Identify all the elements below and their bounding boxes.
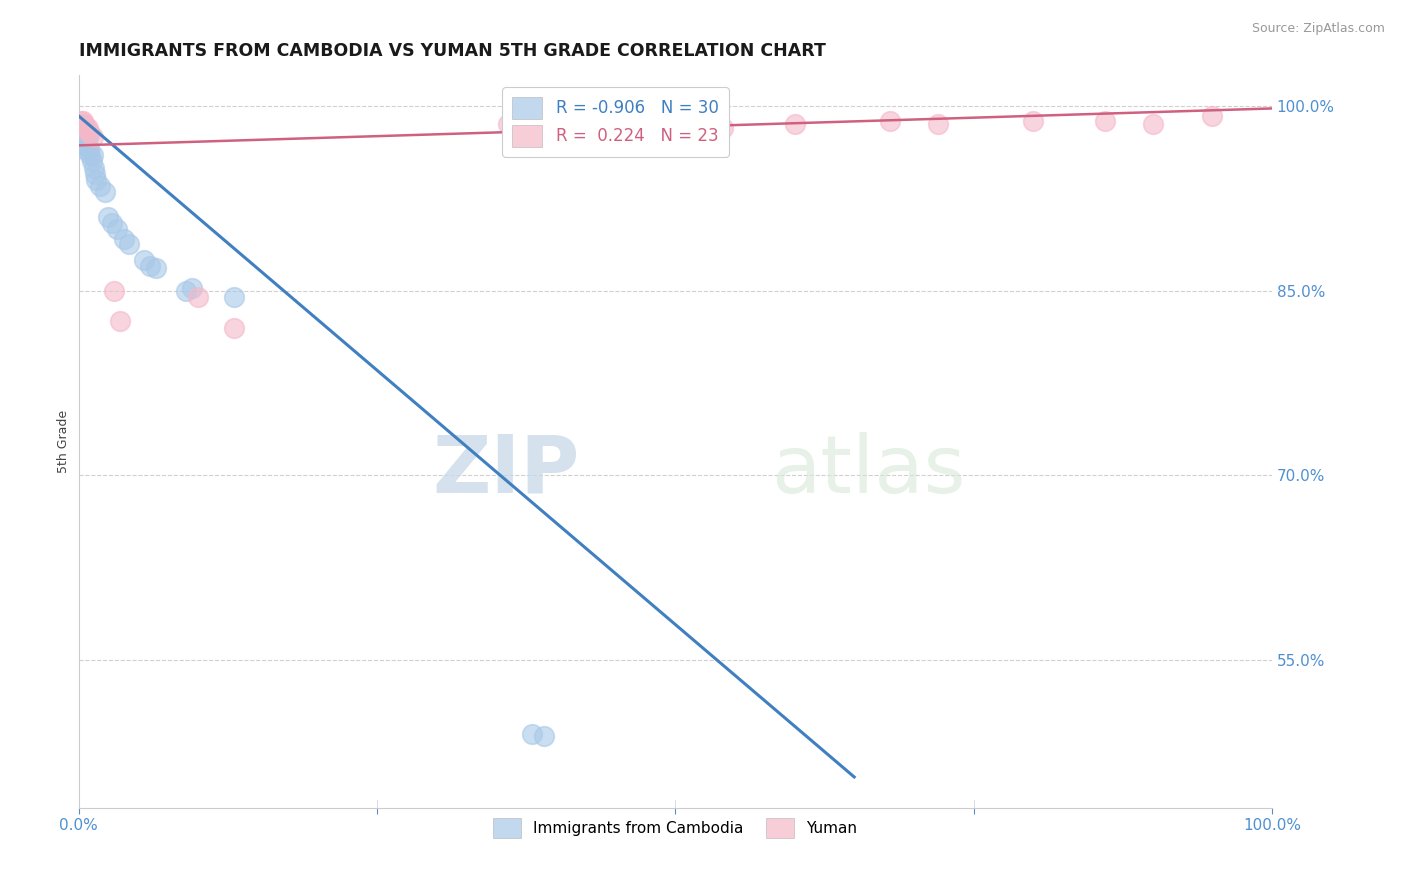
Point xyxy=(97,210,120,224)
Point xyxy=(180,281,202,295)
Point xyxy=(70,129,93,144)
Point xyxy=(73,142,96,156)
Point xyxy=(80,154,103,169)
Point xyxy=(77,129,100,144)
Point xyxy=(103,284,125,298)
Point xyxy=(72,113,94,128)
Legend: Immigrants from Cambodia, Yuman: Immigrants from Cambodia, Yuman xyxy=(488,813,863,844)
Point xyxy=(70,113,93,128)
Point xyxy=(83,161,105,175)
Point xyxy=(70,133,93,147)
Point xyxy=(222,290,245,304)
Point xyxy=(94,185,117,199)
Point xyxy=(1022,113,1045,128)
Point xyxy=(76,136,98,150)
Point xyxy=(79,126,101,140)
Point xyxy=(70,118,93,132)
Y-axis label: 5th Grade: 5th Grade xyxy=(58,410,70,473)
Point xyxy=(112,232,135,246)
Point xyxy=(711,121,734,136)
Point xyxy=(145,261,167,276)
Point xyxy=(77,142,100,156)
Point xyxy=(117,236,139,251)
Point xyxy=(101,216,124,230)
Point xyxy=(105,222,128,236)
Point xyxy=(1201,109,1223,123)
Point xyxy=(222,320,245,334)
Point xyxy=(139,259,162,273)
Point xyxy=(110,314,132,328)
Point xyxy=(520,727,543,741)
Point xyxy=(134,252,156,267)
Text: atlas: atlas xyxy=(770,432,965,510)
Point xyxy=(72,138,94,153)
Point xyxy=(73,118,96,132)
Text: IMMIGRANTS FROM CAMBODIA VS YUMAN 5TH GRADE CORRELATION CHART: IMMIGRANTS FROM CAMBODIA VS YUMAN 5TH GR… xyxy=(79,42,825,60)
Point xyxy=(76,123,98,137)
Point xyxy=(69,123,91,137)
Point xyxy=(86,173,108,187)
Point xyxy=(879,113,901,128)
Point xyxy=(79,148,101,162)
Point xyxy=(927,118,949,132)
Text: ZIP: ZIP xyxy=(433,432,579,510)
Point xyxy=(533,729,555,743)
Point xyxy=(783,118,806,132)
Point xyxy=(75,126,97,140)
Point xyxy=(82,148,104,162)
Point xyxy=(664,118,686,132)
Point xyxy=(187,290,209,304)
Point xyxy=(82,129,104,144)
Point xyxy=(77,121,100,136)
Point xyxy=(89,179,111,194)
Point xyxy=(75,120,97,134)
Text: Source: ZipAtlas.com: Source: ZipAtlas.com xyxy=(1251,22,1385,36)
Point xyxy=(496,118,519,132)
Point xyxy=(84,167,107,181)
Point xyxy=(1094,113,1116,128)
Point xyxy=(174,284,197,298)
Point xyxy=(1142,118,1164,132)
